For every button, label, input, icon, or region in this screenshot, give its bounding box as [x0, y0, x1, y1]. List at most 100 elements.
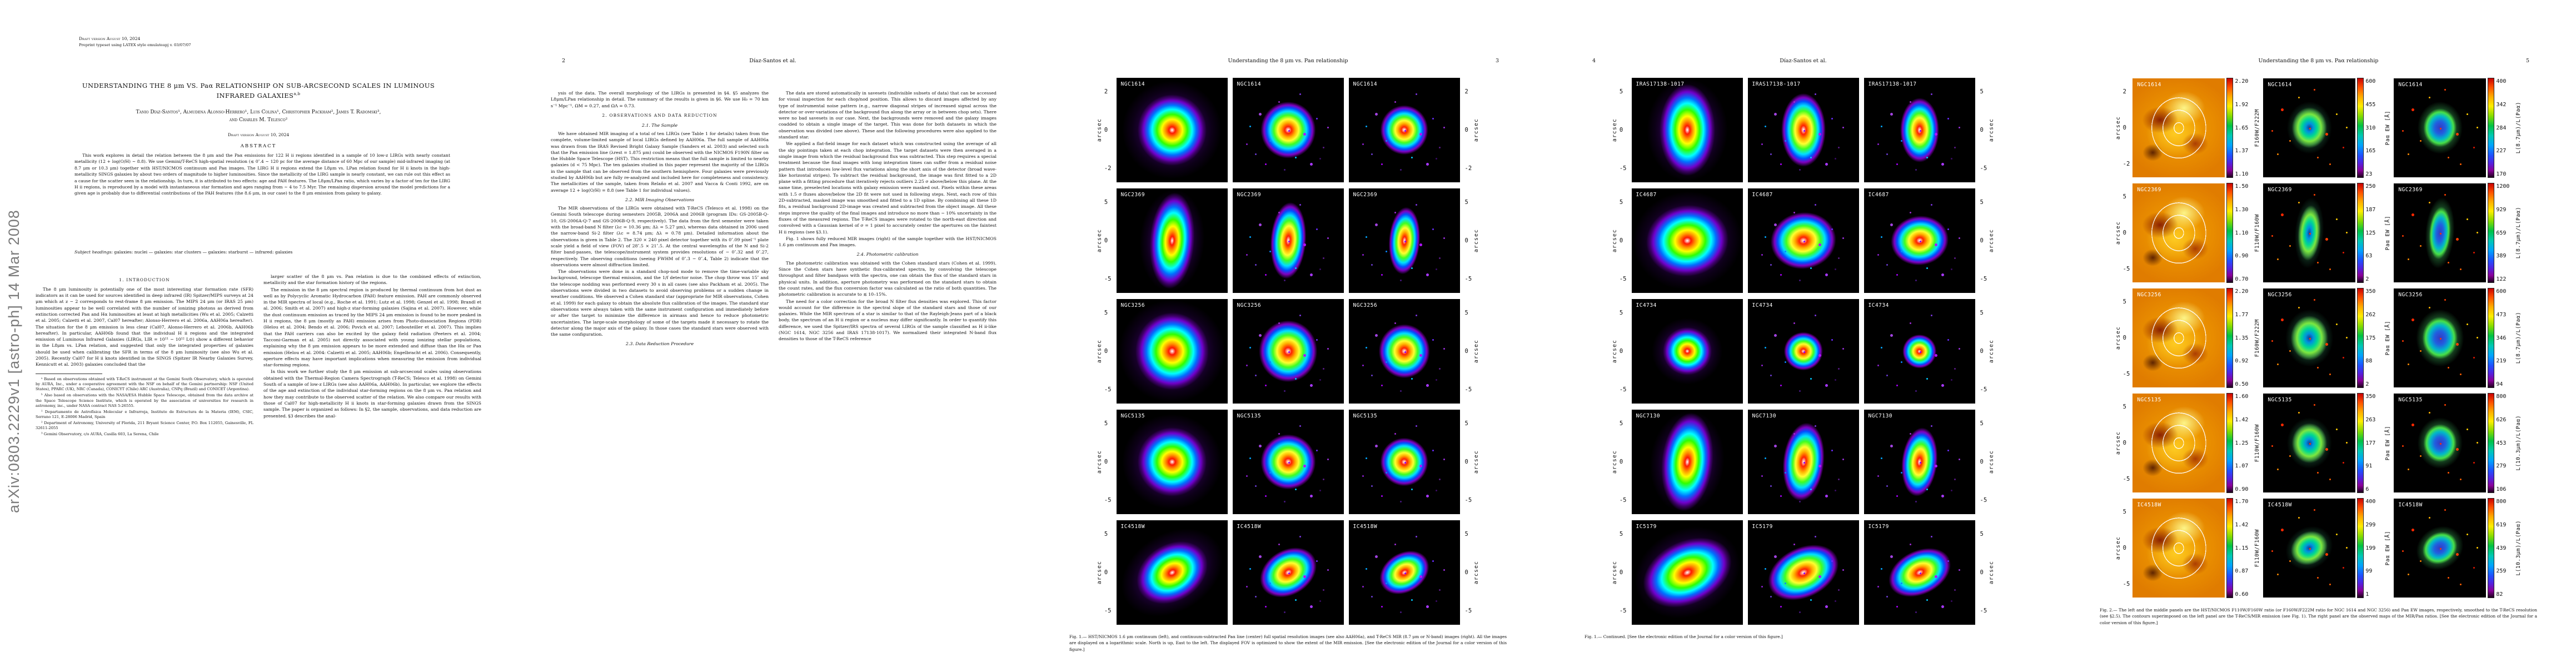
y-axis-right: 5 0 -5 arcsec — [1465, 520, 1480, 625]
page1-left-column: 1. INTRODUCTION The 8 μm luminosity is po… — [36, 273, 253, 646]
mir-contours-overlay — [2149, 93, 2209, 163]
colorbar-tick-label: 165 — [2365, 148, 2376, 155]
y-axis-left: arcsec 5 0 -5 — [1612, 299, 1627, 404]
y-tick-label: 2 — [2122, 88, 2126, 95]
y-tick-label: 2 — [1464, 88, 1468, 95]
colorbar — [2357, 78, 2364, 178]
dateline: Draft version August 10, 2024 — [227, 132, 290, 137]
y-axis-ticks: 5 0 -5 — [1620, 88, 1627, 172]
y-tick-label: -5 — [1980, 608, 1987, 615]
colorbar-tick-label: 439 — [2496, 545, 2507, 551]
y-tick-label: -5 — [1980, 386, 1987, 394]
galaxy-panel-ngc1614-col0: NGC1614 — [1116, 78, 1228, 182]
galaxy-name-label: IC4518W — [2398, 502, 2423, 508]
colorbar-tick-label: 346 — [2496, 335, 2507, 341]
y-tick-label: -5 — [1104, 497, 1112, 504]
colorbar-axis-label: L(8.7μm)/L(Paα) — [2515, 312, 2522, 364]
colorbar-ticks: 400 342 284 227 170 — [2496, 78, 2514, 177]
preprint-typeset-line: Preprint typeset using LATEX style emula… — [79, 43, 191, 47]
y-tick-label: 5 — [1464, 309, 1468, 316]
y-axis-label: arcsec — [2115, 536, 2121, 560]
y-axis-label: arcsec — [1989, 339, 1995, 364]
figure-1-grid: arcsec 2 0 -2 NGC1614 NGC1614 NGC1614 2 0 -2 arcse… — [1030, 78, 1546, 625]
galaxy-panel-ngc3256-col0: NGC3256 — [2132, 288, 2225, 387]
y-axis-ticks: 2 0 -2 — [1104, 88, 1112, 172]
figure-row-ngc2369: arcsec 5 0 -5 NGC2369 NGC2369 NGC2369 5 0 -5 arcse… — [1030, 188, 1546, 293]
y-axis-ticks: 5 0 -5 — [2123, 193, 2130, 272]
y-axis-label: arcsec — [1989, 228, 1995, 253]
colorbar-ticks: 400 299 199 99 1 — [2365, 499, 2383, 598]
y-axis-right: 5 0 -5 arcsec — [1465, 299, 1480, 404]
galaxy-name-label: IC4687 — [1868, 192, 1889, 198]
colorbar — [2488, 183, 2495, 283]
colorbar — [2488, 288, 2495, 388]
galaxy-panel-ic5179-col0: IC5179 — [1631, 520, 1743, 625]
y-tick-label: 0 — [1104, 458, 1108, 465]
galaxy-name-label: NGC2369 — [1237, 192, 1262, 198]
y-axis-label: arcsec — [2115, 221, 2121, 245]
colorbar-tick-label: 99 — [2365, 568, 2373, 575]
colorbar-ticks: 1.70 1.42 1.15 0.87 0.60 — [2235, 499, 2253, 598]
galaxy-panel-ic4687-col0: IC4687 — [1631, 188, 1743, 293]
colorbar-axis-label: Paα EW [Å] — [2385, 320, 2391, 356]
figure-1-caption: Fig. 1.— HST/NICMOS 1.6 μm continuum (le… — [1069, 634, 1507, 652]
subject-headings-text: galaxies: nuclei — galaxies: star cluste… — [114, 250, 293, 255]
y-tick-label: 5 — [1464, 530, 1468, 537]
galaxy-panel-iras17138-1017-col0: IRAS17138-1017 — [1631, 78, 1743, 182]
red-speckles — [2309, 233, 2311, 235]
galaxy-panel-ngc7130-col2: NGC7130 — [1864, 410, 1975, 514]
y-axis-left: arcsec 5 0 -5 — [1612, 188, 1627, 293]
colorbar-axis-label: F160W/F222M — [2254, 108, 2261, 147]
y-tick-label: 5 — [1980, 198, 1984, 206]
y-axis-left: arcsec 5 0 -5 — [1097, 410, 1112, 514]
colorbar-tick-label: 1.25 — [2235, 440, 2249, 446]
y-axis-label: arcsec — [1611, 228, 1618, 253]
colorbar-ticks: 600 473 346 219 94 — [2496, 288, 2514, 387]
colorbar-tick-label: 219 — [2496, 358, 2507, 365]
speckle-field — [1288, 573, 1290, 574]
y-tick-label: 5 — [2122, 193, 2126, 200]
galaxy-name-label: NGC1614 — [1353, 81, 1378, 87]
galaxy-panel-ngc1614-col1: NGC1614 — [1232, 78, 1344, 182]
y-tick-label: 0 — [1104, 569, 1108, 576]
colorbar-tick-label: 2.20 — [2235, 288, 2249, 295]
speckle-field — [1803, 351, 1805, 353]
colorbar-axis-label: Paα EW [Å] — [2385, 530, 2391, 566]
y-axis-label: arcsec — [1611, 339, 1618, 364]
colorbar-tick-label: 350 — [2365, 394, 2376, 400]
galaxy-emission-blob — [1659, 84, 1715, 176]
colorbar-tick-label: 453 — [2496, 440, 2507, 446]
galaxy-panel-ic4734-col1: IC4734 — [1747, 299, 1859, 404]
page2-right-column: The data are stored automatically in sav… — [779, 90, 996, 646]
footnote: ³ Gemini Observatory, c/o AURA, Casilla … — [41, 432, 159, 437]
y-tick-label: -5 — [1619, 497, 1627, 504]
y-axis-left: arcsec 2 0 -2 — [2115, 78, 2130, 177]
colorbar-tick-label: 1.10 — [2235, 171, 2249, 177]
galaxy-panel-ngc7130-col1: NGC7130 — [1747, 410, 1859, 514]
colorbar-tick-label: 1.65 — [2235, 125, 2249, 131]
colorbar-tick-label: 63 — [2365, 253, 2373, 260]
colorbar-ticks: 800 619 439 259 82 — [2496, 499, 2514, 598]
subsection-heading: 2.3. Data Reduction Procedure — [625, 341, 694, 347]
colorbar — [2357, 498, 2364, 598]
y-axis-left: arcsec 5 0 -5 — [1612, 78, 1627, 182]
colorbar-tick-label: 299 — [2365, 521, 2376, 528]
y-tick-label: 0 — [1619, 569, 1623, 576]
y-tick-label: 5 — [1619, 88, 1623, 95]
y-tick-label: -5 — [1464, 276, 1472, 283]
colorbar-tick-label: 389 — [2496, 253, 2507, 260]
speckle-field — [1288, 130, 1290, 132]
y-tick-label: 5 — [1104, 530, 1108, 537]
galaxy-name-label: NGC3256 — [2398, 292, 2423, 298]
y-axis-left: arcsec 5 0 -5 — [1612, 520, 1627, 625]
paragraph: larger scatter of the 8 μm vs. Paα relat… — [263, 274, 481, 286]
colorbar-tick-label: 175 — [2365, 335, 2376, 341]
figure2-row-ic4518w: arcsec 5 0 -5 IC4518W 1.70 1.42 1.15 0.87 0.60 F11… — [2061, 498, 2576, 598]
galaxy-name-label: NGC7130 — [1752, 413, 1777, 419]
galaxy-name-label: IC4734 — [1868, 302, 1889, 308]
y-tick-label: 2 — [1104, 88, 1108, 95]
galaxy-panel-ngc3256-col2: NGC3256 — [2394, 288, 2487, 387]
page1-right-column: larger scatter of the 8 μm vs. Paα relat… — [263, 273, 481, 646]
section-heading: 1. INTRODUCTION — [119, 277, 170, 282]
galaxy-panel-ic4518w-col1: IC4518W — [2263, 499, 2356, 598]
